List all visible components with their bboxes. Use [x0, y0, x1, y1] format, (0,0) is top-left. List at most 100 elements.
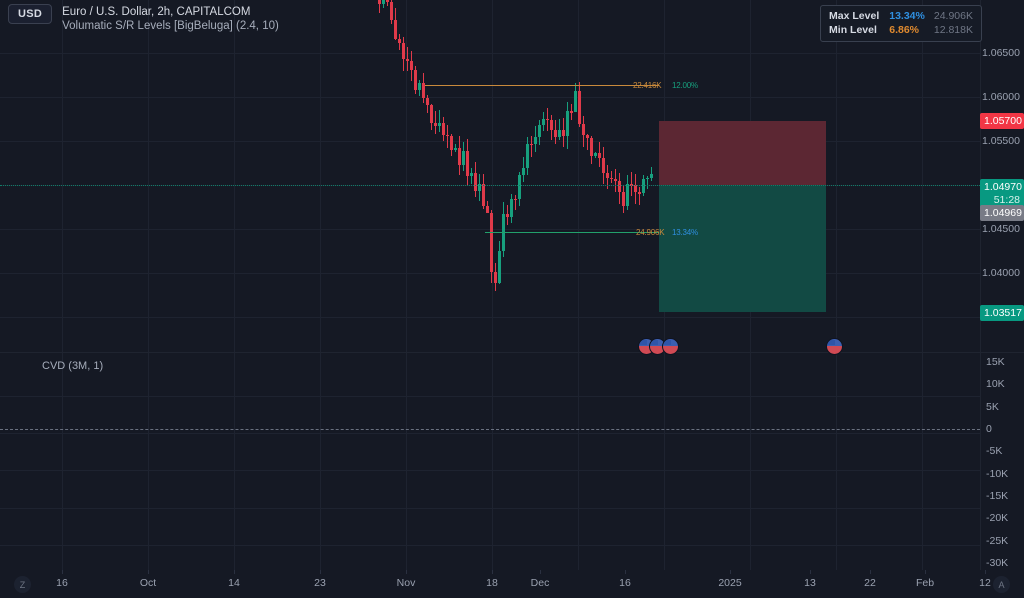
candle-wick	[631, 172, 632, 197]
candle-body	[382, 0, 385, 5]
chart-legend: USD Euro / U.S. Dollar, 2h, CAPITALCOM V…	[8, 4, 279, 33]
candle-body	[474, 173, 477, 191]
candle-wick	[387, 0, 388, 7]
table-row: Min Level 6.86% 12.818K	[829, 23, 973, 37]
candle-body	[530, 143, 533, 145]
candle-wick	[531, 136, 532, 157]
candle-body	[526, 143, 529, 168]
candle-body	[510, 198, 513, 217]
candle-body	[482, 184, 485, 207]
candle-body	[590, 137, 593, 156]
cvd-axis-tick: -5K	[986, 445, 1003, 458]
time-axis-mark	[320, 570, 321, 574]
time-axis-tick: 16	[56, 577, 68, 589]
time-axis-mark	[148, 570, 149, 574]
price-axis[interactable]: 1.06500 1.06000 1.05500 1.04500 1.04000 1.057…	[980, 0, 1024, 570]
candle-wick	[647, 175, 648, 190]
candle-body	[622, 192, 625, 207]
time-axis-mark	[234, 570, 235, 574]
candle-wick	[447, 125, 448, 149]
time-axis-tick: 14	[228, 577, 240, 589]
candle-body	[442, 122, 445, 135]
candle-body	[446, 134, 449, 137]
candle-body	[506, 214, 509, 217]
us-flag-event-icon[interactable]	[826, 338, 843, 355]
max-level-label: Max Level	[829, 10, 880, 22]
support-price-badge[interactable]: 1.03517	[980, 305, 1024, 321]
time-axis-tick: Nov	[396, 577, 416, 589]
chart-title[interactable]: Euro / U.S. Dollar, 2h, CAPITALCOM	[62, 6, 251, 18]
candle-body	[598, 153, 601, 158]
last-price-line[interactable]	[0, 185, 980, 186]
grid-line-horizontal	[0, 545, 980, 546]
auto-scale-button[interactable]: A	[993, 576, 1010, 593]
resistance-level-line[interactable]	[425, 85, 659, 86]
time-axis[interactable]: 16 Oct 14 23 Nov 18 Dec 16 2025 13 22 Feb 12	[0, 570, 1024, 598]
time-axis-mark	[925, 570, 926, 574]
cvd-axis-tick: -20K	[986, 512, 1009, 525]
price-axis-tick: 1.06000	[982, 91, 1020, 103]
price-axis-tick: 1.04000	[982, 267, 1020, 279]
candle-body	[422, 83, 425, 98]
time-axis-mark	[870, 570, 871, 574]
resistance-zone[interactable]	[659, 121, 826, 185]
candle-body	[450, 136, 453, 150]
bid-price-badge[interactable]: 1.04969	[980, 205, 1024, 221]
candle-body	[426, 97, 429, 105]
indicator-title[interactable]: Volumatic S/R Levels [BigBeluga] (2.4, 1…	[62, 20, 279, 32]
support-zone[interactable]	[659, 185, 826, 312]
grid-line-vertical	[148, 0, 149, 570]
time-axis-tick: 22	[864, 577, 876, 589]
candle-body	[582, 124, 585, 136]
candle-body	[570, 111, 573, 113]
candle-body	[586, 135, 589, 138]
candle-wick	[471, 168, 472, 184]
grid-line-vertical	[320, 0, 321, 570]
candle-body	[498, 251, 501, 283]
time-axis-mark	[492, 570, 493, 574]
candle-body	[550, 120, 553, 131]
symbol-badge[interactable]: USD	[8, 4, 53, 24]
grid-line-vertical	[836, 0, 837, 570]
time-axis-mark	[730, 570, 731, 574]
grid-line-horizontal	[0, 433, 980, 434]
cvd-axis-tick: 15K	[986, 356, 1005, 368]
time-axis-mark	[62, 570, 63, 574]
candle-wick	[587, 134, 588, 150]
candle-body	[630, 184, 633, 186]
timezone-button[interactable]: Z	[14, 576, 31, 593]
price-pane[interactable]	[0, 0, 980, 352]
time-axis-tick: 2025	[718, 577, 742, 589]
candle-body	[578, 90, 581, 125]
time-axis-mark	[985, 570, 986, 574]
candle-body	[438, 122, 441, 126]
time-axis-mark	[625, 570, 626, 574]
cvd-indicator-title[interactable]: CVD (3M, 1)	[42, 360, 104, 372]
time-axis-tick: 13	[804, 577, 816, 589]
grid-line-horizontal	[0, 396, 980, 397]
last-price-badge[interactable]: 1.04970	[980, 179, 1024, 195]
support-level-line[interactable]	[485, 232, 659, 233]
countdown-badge[interactable]: 51:28	[980, 192, 1024, 208]
cvd-axis-tick: -30K	[986, 557, 1009, 569]
price-axis-tick: 1.06500	[982, 47, 1020, 59]
candle-body	[602, 157, 605, 173]
stats-table: Max Level 13.34% 24.906K Min Level 6.86%…	[829, 9, 973, 37]
candle-body	[414, 69, 417, 90]
resistance-price-badge[interactable]: 1.05700	[980, 113, 1024, 129]
levels-stats-panel: Max Level 13.34% 24.906K Min Level 6.86%…	[820, 5, 982, 42]
candle-body	[462, 151, 465, 166]
candle-body	[394, 20, 397, 40]
candle-body	[478, 184, 481, 191]
candle-body	[646, 178, 649, 180]
time-axis-tick: 16	[619, 577, 631, 589]
resistance-level-value: 22.416K	[633, 81, 662, 90]
cvd-pane[interactable]	[0, 353, 980, 570]
resistance-level-percent: 12.00%	[672, 81, 698, 90]
candle-body	[642, 179, 645, 193]
time-axis-tick: 12	[979, 577, 991, 589]
grid-line-horizontal	[0, 317, 980, 318]
cvd-axis-tick: -10K	[986, 467, 1009, 480]
us-flag-event-icon[interactable]	[662, 338, 679, 355]
